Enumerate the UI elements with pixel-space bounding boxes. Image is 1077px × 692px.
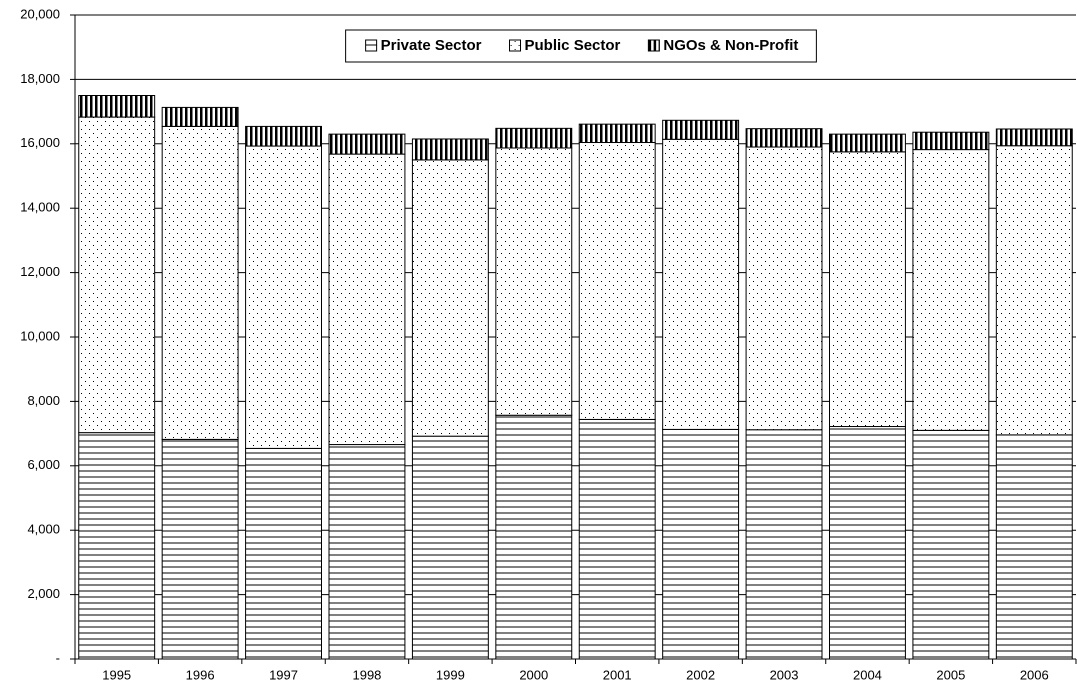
y-tick-label: 18,000 [20, 71, 60, 86]
bar-segment [578, 123, 656, 144]
legend-swatch [647, 39, 660, 52]
bar-segment [328, 444, 406, 660]
bar-segment [78, 116, 156, 434]
bar-segment [745, 128, 823, 148]
legend-swatch [509, 39, 522, 52]
x-tick-label: 1998 [352, 667, 381, 682]
x-tick-label: 2005 [936, 667, 965, 682]
y-tick-label: 14,000 [20, 200, 60, 215]
bar-segment [161, 106, 239, 127]
legend-label: Private Sector [381, 37, 482, 54]
bar-segment [495, 414, 573, 660]
x-tick-label: 1996 [186, 667, 215, 682]
bar-segment [745, 146, 823, 431]
y-tick-label: 8,000 [27, 393, 60, 408]
y-tick-label: 2,000 [27, 586, 60, 601]
legend-label: NGOs & Non-Profit [663, 37, 798, 54]
bar-segment [78, 432, 156, 660]
bar-segment [662, 138, 740, 430]
x-tick-label: 1997 [269, 667, 298, 682]
y-tick-label: 10,000 [20, 328, 60, 343]
x-tick-label: 2004 [853, 667, 882, 682]
x-tick-label: 2002 [686, 667, 715, 682]
bar-segment [495, 127, 573, 149]
bar-segment [829, 133, 906, 153]
legend-label: Public Sector [525, 37, 621, 54]
legend-box [345, 29, 817, 63]
x-tick-label: 2001 [603, 667, 632, 682]
bar-segment [829, 426, 906, 660]
bar-segment [662, 428, 740, 660]
bar-segment [745, 429, 823, 660]
bar-segment [662, 119, 740, 140]
x-tick-label: 2000 [519, 667, 548, 682]
bar-segment [245, 145, 322, 449]
y-tick-label: 16,000 [20, 135, 60, 150]
bar-segment [495, 147, 573, 416]
bar-segment [78, 95, 156, 118]
x-tick-label: 2003 [770, 667, 799, 682]
bar-segment [411, 435, 489, 660]
y-tick-label: 6,000 [27, 457, 60, 472]
bar-segment [912, 149, 990, 431]
bar-segment [161, 438, 239, 660]
y-tick-label: 12,000 [20, 264, 60, 279]
bar-segment [578, 142, 656, 420]
bar-segment [328, 133, 406, 155]
bar-segment [411, 138, 489, 161]
y-tick-label: 4,000 [27, 522, 60, 537]
bar-segment [578, 418, 656, 660]
bar-segment [328, 153, 406, 446]
x-tick-label: 2006 [1020, 667, 1049, 682]
bar-segment [995, 145, 1073, 436]
legend-swatch [365, 39, 378, 52]
bar-segment [995, 434, 1073, 660]
x-tick-label: 1999 [436, 667, 465, 682]
bar-segment [995, 128, 1073, 147]
bar-segment [912, 429, 990, 660]
x-tick-label: 1995 [102, 667, 131, 682]
bar-segment [245, 447, 322, 660]
bar-segment [912, 131, 990, 151]
bar-segment [245, 125, 322, 147]
bar-segment [829, 151, 906, 428]
legend: Private Sector Public Sector NGOs & Non-Pr… [345, 29, 817, 63]
y-tick-label: - [56, 650, 60, 665]
y-tick-label: 20,000 [20, 6, 60, 21]
bar-segment [411, 159, 489, 437]
bar-segment [161, 125, 239, 440]
